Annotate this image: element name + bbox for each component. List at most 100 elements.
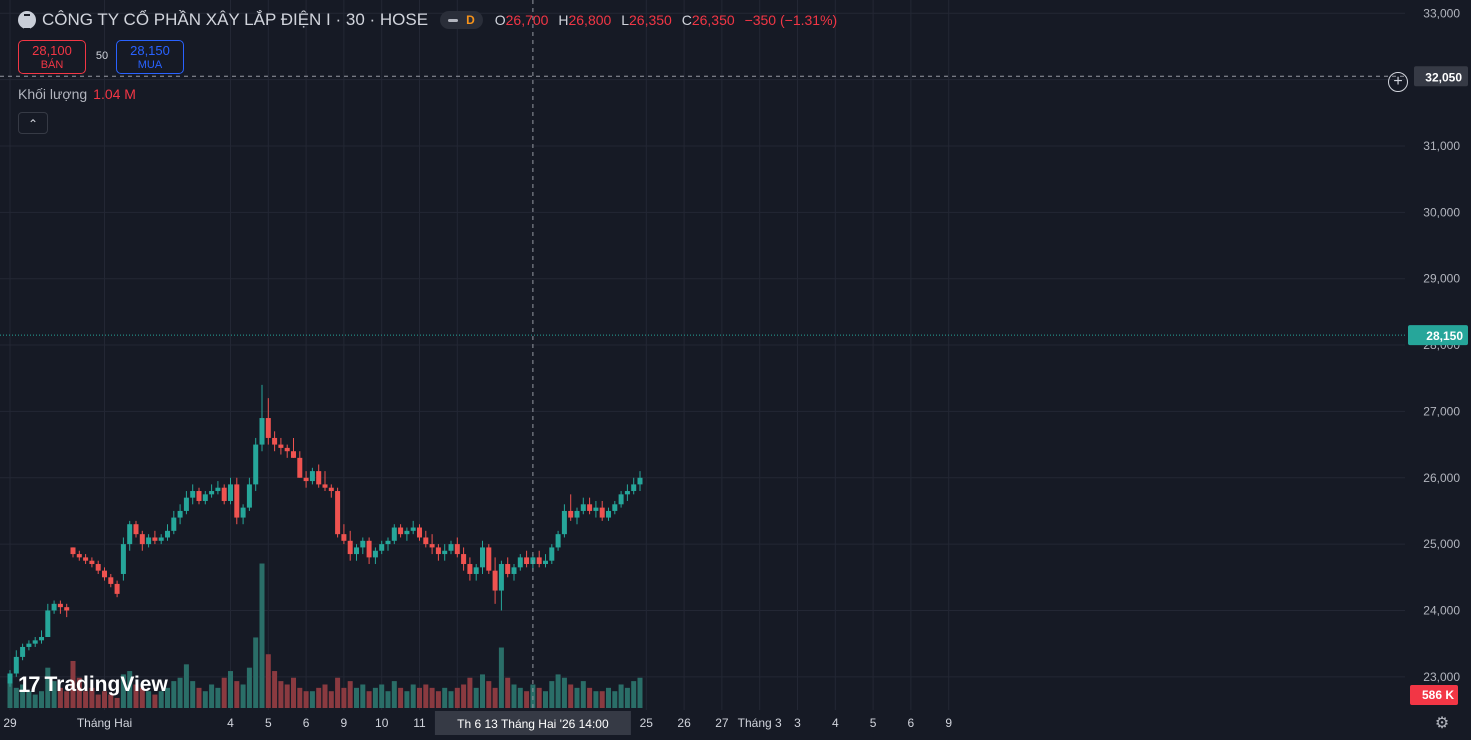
candle-body xyxy=(568,510,574,518)
volume-bar xyxy=(272,671,278,708)
volume-bar xyxy=(442,687,448,708)
candle-body xyxy=(209,491,215,495)
volume-bar xyxy=(13,687,19,708)
settings-gear-icon[interactable]: ⚙ xyxy=(1434,715,1450,732)
sell-button[interactable]: 28,100 BÁN xyxy=(18,40,86,74)
volume-bar xyxy=(253,637,259,708)
candle-body xyxy=(32,640,38,644)
candle-body xyxy=(423,537,429,545)
candle-body xyxy=(20,646,26,657)
candle-body xyxy=(580,504,586,511)
ohlc-readout: O26,700 H26,800 L26,350 C26,350 −350 (−1… xyxy=(495,12,843,28)
volume-bar xyxy=(536,687,542,708)
volume-bar xyxy=(492,687,498,708)
last-volume-label: 586 K xyxy=(1422,688,1454,702)
volume-bar xyxy=(309,691,315,708)
crosshair-time-box xyxy=(434,711,631,735)
symbol-title[interactable]: CÔNG TY CỔ PHẦN XÂY LẮP ĐIỆN I · 30 · HO… xyxy=(42,10,429,29)
volume-bar xyxy=(303,691,309,708)
volume-bar xyxy=(631,681,637,708)
candle-body xyxy=(114,583,120,594)
close-value: 26,350 xyxy=(691,12,735,28)
volume-bar xyxy=(543,691,548,708)
volume-bar xyxy=(322,684,328,708)
volume-bar xyxy=(70,660,76,708)
volume-bar xyxy=(517,687,523,708)
collapse-legend-button[interactable]: ⌃ xyxy=(18,112,48,134)
y-axis-tick-label: 26,000 xyxy=(1423,471,1460,485)
volume-bar xyxy=(228,671,233,708)
interval-badge[interactable]: D xyxy=(440,11,483,29)
volume-bar xyxy=(152,694,158,708)
volume-bar xyxy=(95,694,101,708)
candle-body xyxy=(593,507,599,511)
interval-label: D xyxy=(466,13,475,27)
volume-bar xyxy=(555,674,561,708)
buy-button[interactable]: 28,150 MUA xyxy=(116,40,184,74)
volume-bar xyxy=(593,691,599,708)
dash-icon xyxy=(448,18,459,22)
candle-body xyxy=(70,547,76,555)
volume-bar xyxy=(221,677,227,708)
volume-bar xyxy=(341,687,347,708)
candle-body xyxy=(64,607,70,611)
volume-bar xyxy=(612,691,618,708)
candle-body xyxy=(221,487,227,501)
volume-bar xyxy=(524,691,530,708)
candle-body xyxy=(183,497,189,511)
candle-body xyxy=(624,491,630,495)
volume-bar xyxy=(83,691,89,708)
sell-label: BÁN xyxy=(40,59,64,71)
x-axis-tick-label: 9 xyxy=(945,716,952,730)
candle-body xyxy=(26,643,32,647)
volume-bar xyxy=(51,681,57,708)
volume-bar xyxy=(480,674,485,708)
x-axis-tick-label: 4 xyxy=(227,716,234,730)
candle-body xyxy=(146,537,152,545)
volume-bar xyxy=(7,674,13,708)
x-axis-tick-label: 26 xyxy=(677,716,691,730)
candle-body xyxy=(524,557,530,565)
candle-body xyxy=(536,557,542,565)
volume-bar xyxy=(196,687,202,708)
volume-bar xyxy=(108,694,114,708)
candle-body xyxy=(461,554,467,565)
spread-value: 50 xyxy=(95,50,109,62)
volume-bar xyxy=(183,664,189,708)
candle-body xyxy=(335,491,341,535)
candle-body xyxy=(467,564,473,574)
candle-body xyxy=(498,564,504,591)
volume-legend: Khối lượng 1.04 M xyxy=(18,86,136,102)
open-key: O xyxy=(494,12,506,28)
tradingview-logo[interactable]: 17 TradingView xyxy=(18,672,168,698)
volume-bar xyxy=(234,681,240,708)
chart-header: CÔNG TY CỔ PHẦN XÂY LẮP ĐIỆN I · 30 · HO… xyxy=(18,10,843,30)
candle-body xyxy=(108,577,114,584)
candle-body xyxy=(272,437,278,445)
candle-body xyxy=(253,444,259,485)
change-value: −350 (−1.31%) xyxy=(744,12,838,28)
symbol-logo-icon xyxy=(18,11,36,30)
candle-body xyxy=(190,491,196,498)
low-key: L xyxy=(621,12,629,28)
candle-body xyxy=(480,547,485,568)
y-axis-tick-label: 24,000 xyxy=(1423,603,1460,617)
volume-bar xyxy=(190,681,196,708)
volume-bar xyxy=(265,654,271,708)
candle-body xyxy=(404,530,410,535)
volume-bar xyxy=(20,684,26,708)
volume-bar xyxy=(574,687,580,708)
volume-bar xyxy=(347,681,353,708)
volume-bar xyxy=(404,691,410,708)
add-price-alert-icon[interactable]: + xyxy=(1388,72,1408,92)
y-axis-tick-label: 27,000 xyxy=(1423,404,1460,418)
y-axis-tick-label: 29,000 xyxy=(1423,272,1460,286)
candle-body xyxy=(139,534,145,545)
volume-bar xyxy=(568,684,574,708)
candle-body xyxy=(517,557,523,568)
candle-body xyxy=(51,603,57,611)
high-key: H xyxy=(558,12,569,28)
candle-body xyxy=(297,457,303,478)
volume-bar xyxy=(448,691,454,708)
